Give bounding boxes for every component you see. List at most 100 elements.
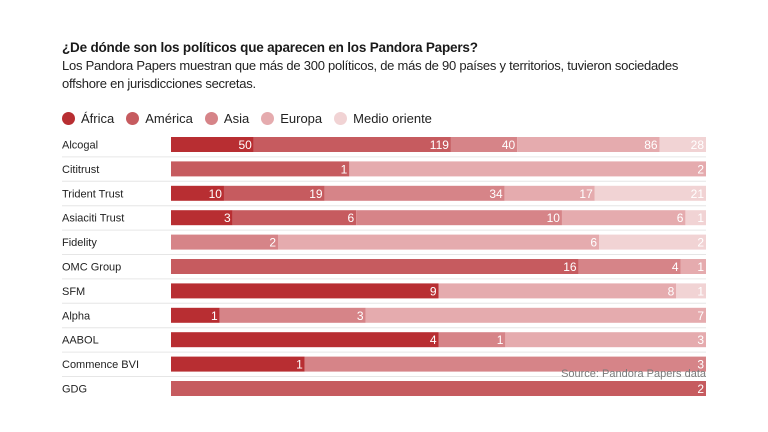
- data-label: 1: [211, 309, 218, 323]
- data-label: 119: [430, 138, 449, 152]
- bar-segment: [438, 332, 506, 348]
- legend-item-4: Medio oriente: [334, 111, 432, 126]
- data-label: 3: [697, 358, 704, 372]
- data-label: 1: [697, 260, 704, 274]
- category-label: AABOL: [62, 335, 99, 347]
- category-label: Trident Trust: [62, 188, 123, 200]
- data-label: 9: [430, 284, 437, 298]
- bar-segment: [561, 210, 686, 226]
- data-label: 28: [691, 138, 705, 152]
- legend: África América Asia Europa Medio oriente: [62, 111, 444, 126]
- category-label: Commence BVI: [62, 359, 139, 371]
- legend-item-0: África: [62, 111, 114, 126]
- bar-segment: [171, 259, 579, 274]
- data-label: 2: [697, 236, 704, 250]
- legend-swatch-icon: [126, 112, 140, 125]
- bar-segment: [594, 185, 706, 201]
- bar-segment: [171, 356, 305, 372]
- legend-swatch-icon: [334, 112, 348, 125]
- category-label: OMC Group: [62, 262, 121, 274]
- bar-segment: [349, 161, 706, 177]
- category-label: Cititrust: [62, 164, 99, 176]
- bar-segment: [599, 234, 706, 250]
- source-note: Source: Pandora Papers data: [561, 368, 706, 380]
- bar-segment: [171, 332, 439, 348]
- data-label: 7: [697, 309, 704, 323]
- bar-row: Commence BVI 1 3: [62, 351, 706, 372]
- data-label: 40: [502, 138, 516, 152]
- data-label: 34: [489, 187, 503, 201]
- data-label: 16: [563, 260, 577, 274]
- data-label: 17: [579, 187, 593, 201]
- data-label: 3: [697, 333, 704, 347]
- data-label: 50: [238, 138, 252, 152]
- data-label: 19: [309, 187, 323, 201]
- legend-swatch-icon: [204, 112, 218, 125]
- data-label: 10: [209, 187, 223, 201]
- bar-row: Alcogal 50 119 40 86 28: [62, 137, 706, 152]
- bar-segment: [365, 307, 706, 323]
- bar-segment: [171, 210, 233, 226]
- chart-title: ¿De dónde son los políticos que aparecen…: [62, 40, 478, 55]
- bar-row: Alpha 1 3 7: [62, 302, 706, 323]
- data-label: 6: [590, 236, 597, 250]
- bar-row: Fidelity 2 6 2: [62, 229, 706, 250]
- legend-label: Asia: [223, 111, 250, 126]
- bar-segment: [304, 356, 706, 372]
- bar-segment: [438, 283, 677, 299]
- legend-item-1: América: [126, 111, 193, 126]
- category-label: Alpha: [62, 310, 91, 322]
- bar-segment: [278, 234, 599, 250]
- bar-row: Asiaciti Trust 3 6 10 6 1: [62, 205, 706, 226]
- data-label: 3: [357, 309, 364, 323]
- bar-row: Cititrust 1 2: [62, 156, 706, 177]
- data-label: 3: [224, 211, 231, 225]
- bar-row: GDG 2: [62, 376, 706, 396]
- legend-label: Medio oriente: [353, 111, 432, 126]
- bar-segment: [171, 234, 278, 250]
- bar-segment: [253, 137, 451, 152]
- legend-label: África: [81, 111, 115, 126]
- bar-segment: [517, 137, 660, 152]
- bar-segment: [450, 137, 518, 152]
- data-label: 6: [348, 211, 355, 225]
- legend-item-2: Asia: [204, 111, 250, 126]
- category-label: Fidelity: [62, 237, 97, 249]
- bar-segment: [171, 307, 220, 323]
- data-label: 1: [697, 284, 704, 298]
- bar-segment: [171, 283, 439, 299]
- bar-segment: [232, 210, 357, 226]
- data-label: 8: [668, 284, 675, 298]
- category-label: Alcogal: [62, 140, 98, 152]
- data-label: 1: [296, 358, 303, 372]
- data-label: 2: [697, 382, 704, 396]
- data-label: 2: [697, 162, 704, 176]
- data-label: 1: [697, 211, 704, 225]
- bar-segment: [324, 185, 505, 201]
- data-label: 21: [691, 187, 705, 201]
- bar-row: Trident Trust 10 19 34 17 21: [62, 180, 706, 201]
- bar-segment: [223, 185, 325, 201]
- bar-row: SFM 9 8 1: [62, 278, 706, 299]
- bar-segment: [504, 185, 595, 201]
- data-label: 2: [269, 236, 276, 250]
- category-label: GDG: [62, 384, 87, 396]
- bar-segment: [356, 210, 562, 226]
- legend-swatch-icon: [261, 112, 275, 125]
- bar-segment: [685, 210, 706, 226]
- data-label: 10: [547, 211, 561, 225]
- legend-item-3: Europa: [261, 111, 322, 126]
- category-label: Asiaciti Trust: [62, 213, 124, 225]
- bar-row: AABOL 4 1 3: [62, 327, 706, 348]
- bar-segment: [505, 332, 706, 348]
- data-label: 6: [677, 211, 684, 225]
- data-label: 4: [672, 260, 679, 274]
- data-label: 86: [644, 138, 658, 152]
- bar-row: OMC Group 16 4 1: [62, 254, 706, 274]
- bar-segment: [680, 259, 706, 274]
- bar-segment: [219, 307, 366, 323]
- data-label: 4: [430, 333, 437, 347]
- bar-segment: [659, 137, 706, 152]
- data-label: 1: [497, 333, 504, 347]
